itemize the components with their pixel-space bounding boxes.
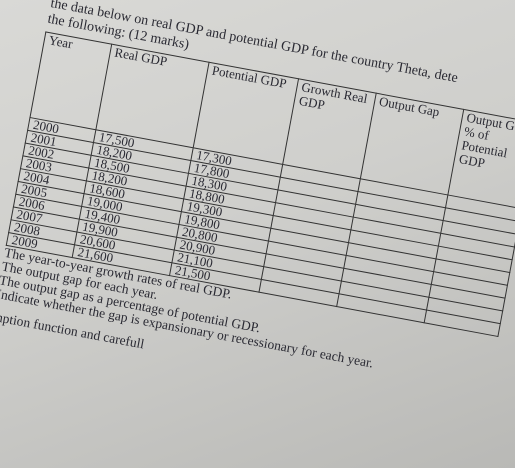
sheet: the data below on real GDP and potential…	[0, 0, 515, 371]
column-header: Output Gap	[360, 93, 464, 195]
